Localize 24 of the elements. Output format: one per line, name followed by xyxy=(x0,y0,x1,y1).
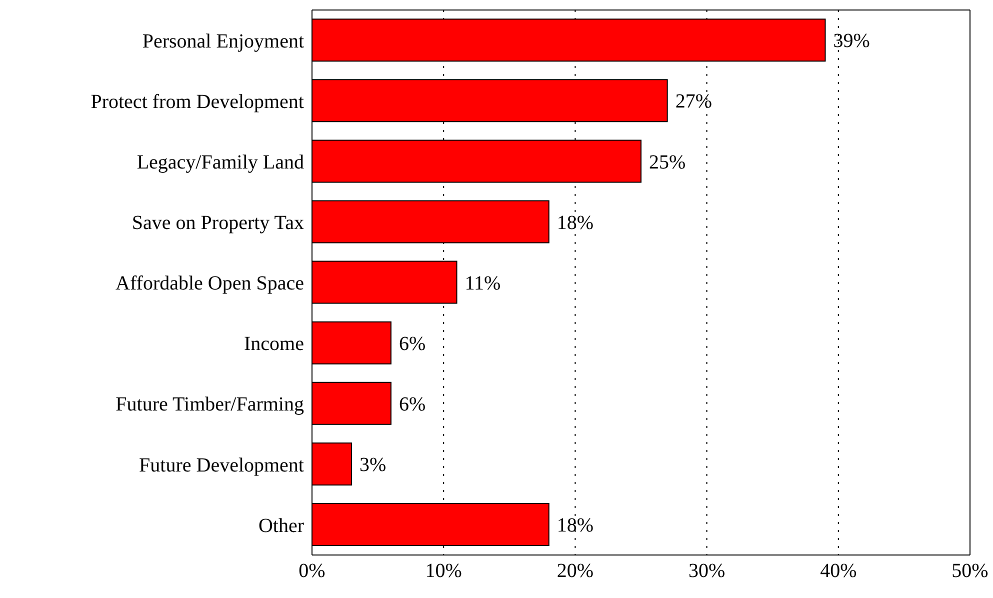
y-tick-label: Future Timber/Farming xyxy=(116,394,304,416)
y-tick-label: Income xyxy=(244,333,304,356)
y-tick-label: Affordable Open Space xyxy=(116,272,304,295)
x-tick-label: 20% xyxy=(556,560,594,582)
y-tick-label: Personal Enjoyment xyxy=(142,30,304,52)
x-tick-label: 30% xyxy=(688,560,726,582)
x-tick-label: 10% xyxy=(425,560,462,582)
x-tick-label: 0% xyxy=(298,560,326,582)
data-label: 18% xyxy=(556,212,594,234)
data-label: 18% xyxy=(556,514,594,537)
y-tick-label: Future Development xyxy=(139,454,304,476)
data-label: 3% xyxy=(359,454,386,476)
y-tick-label: Other xyxy=(258,514,304,537)
y-tick-label: Legacy/Family Land xyxy=(136,151,304,174)
data-label: 39% xyxy=(833,30,870,52)
data-label: 11% xyxy=(464,272,501,294)
y-tick-label: Protect from Development xyxy=(90,90,304,113)
data-label: 6% xyxy=(398,332,426,355)
x-tick-label: 50% xyxy=(952,560,988,582)
x-tick-label: 40% xyxy=(820,560,857,582)
data-label: 25% xyxy=(649,151,686,174)
data-label: 6% xyxy=(398,394,426,416)
data-label: 27% xyxy=(675,90,712,113)
y-tick-label: Save on Property Tax xyxy=(132,212,304,234)
